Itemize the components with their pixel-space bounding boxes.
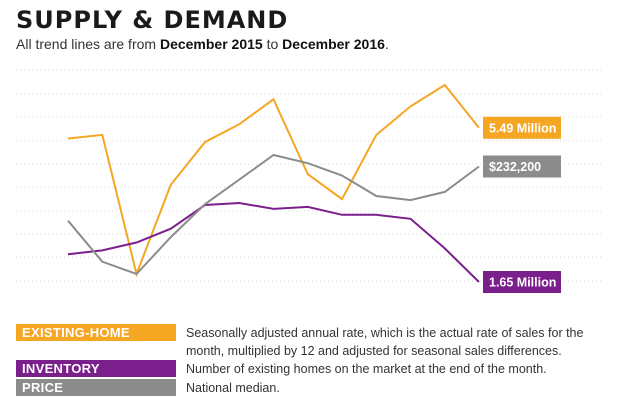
legend-swatch-sales: EXISTING-HOME SALES xyxy=(16,324,176,357)
trend-line-chart: 5.49 Million 1.65 Million $232,200 xyxy=(16,69,604,293)
end-label-box-price xyxy=(483,155,561,178)
legend-desc-sales: Seasonally adjusted annual rate, which i… xyxy=(186,326,584,358)
subtitle-start-date: December 2015 xyxy=(159,36,263,52)
subtitle-suffix: . xyxy=(384,36,389,52)
end-label-box-inventory xyxy=(483,271,561,293)
end-label-box-sales xyxy=(483,116,561,139)
series-line-price xyxy=(67,153,480,276)
chart-subtitle: All trend lines are from December 2015 t… xyxy=(16,36,389,52)
legend-row-price: PRICE National median. xyxy=(16,379,616,397)
subtitle-mid: to xyxy=(262,36,283,52)
legend-swatch-price: PRICE xyxy=(16,379,176,396)
subtitle-end-date: December 2016 xyxy=(282,36,385,52)
legend-desc-price: National median. xyxy=(186,381,280,395)
legend-desc-inventory: Number of existing homes on the market a… xyxy=(186,362,547,376)
series-line-inventory xyxy=(67,201,480,283)
legend-row-sales: EXISTING-HOME SALES Seasonally adjusted … xyxy=(16,324,616,360)
series-line-sales xyxy=(67,83,480,278)
chart-title: SUPPLY & DEMAND xyxy=(16,6,289,34)
end-label-price: $232,200 xyxy=(489,160,541,174)
end-label-inventory: 1.65 Million xyxy=(489,276,556,290)
subtitle-prefix: All trend lines are from xyxy=(16,36,160,52)
end-label-sales: 5.49 Million xyxy=(489,121,556,135)
legend-swatch-inventory: INVENTORY xyxy=(16,360,176,377)
legend-row-inventory: INVENTORY Number of existing homes on th… xyxy=(16,360,616,378)
